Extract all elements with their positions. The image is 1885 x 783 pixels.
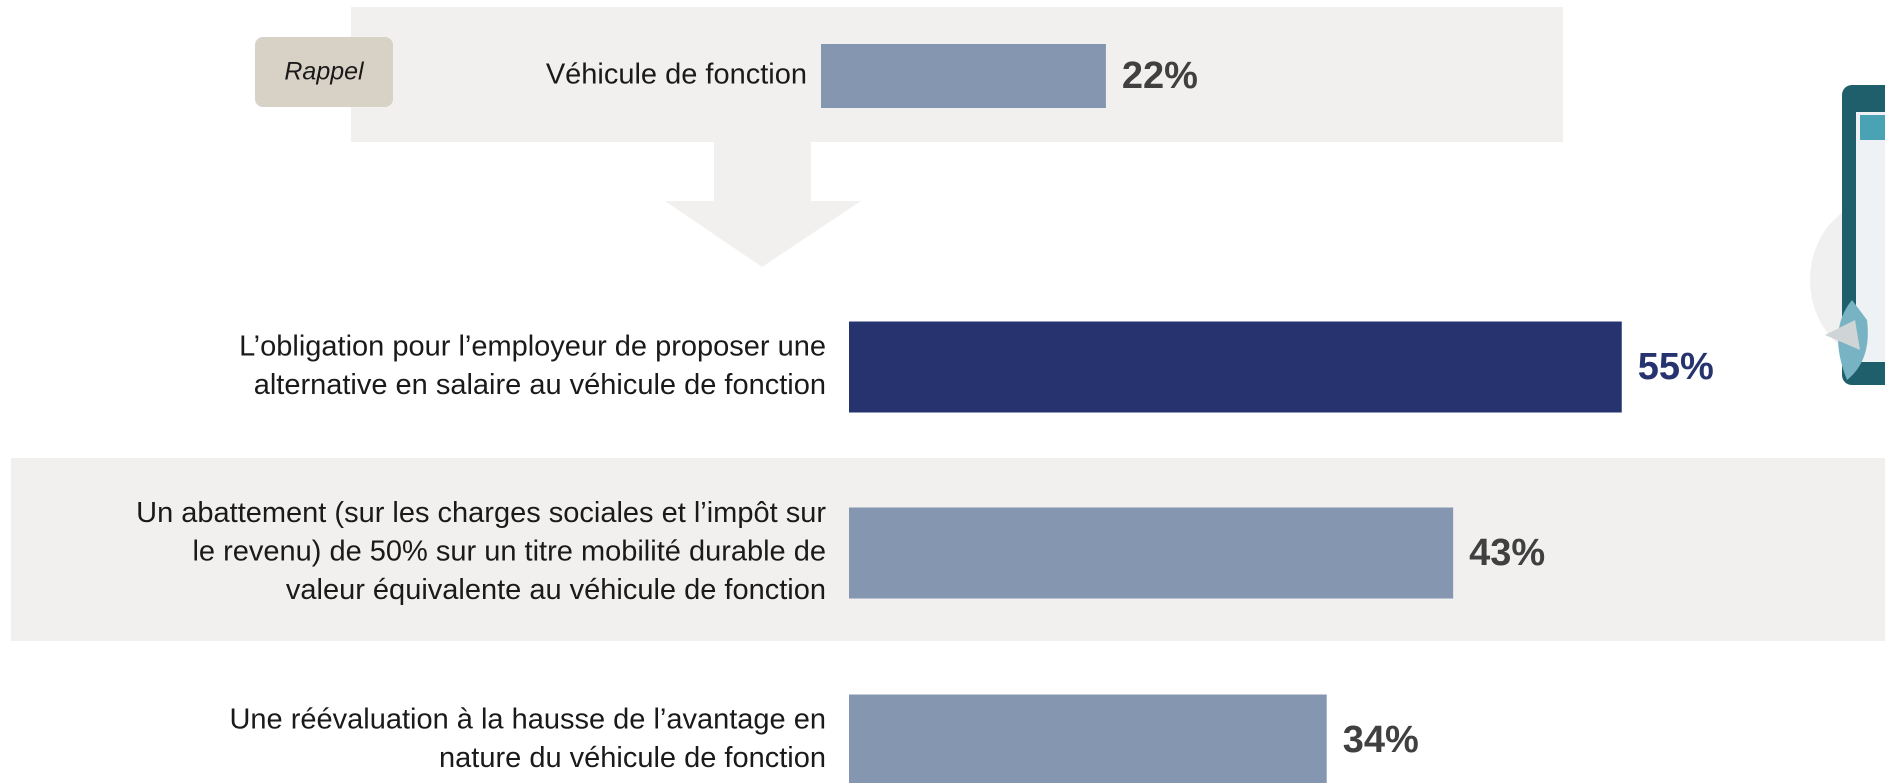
arrow: [665, 142, 861, 267]
category-label: Un abattement (sur les charges sociales …: [136, 497, 826, 529]
value-label: 55%: [1638, 346, 1714, 388]
value-label: 34%: [1343, 719, 1419, 761]
chart: Rappel Véhicule de fonction 22% L’obligati…: [0, 0, 1885, 783]
category-label: nature du véhicule de fonction: [439, 742, 826, 774]
bar: [849, 322, 1622, 413]
category-label: Une réévaluation à la hausse de l’avanta…: [229, 703, 826, 735]
category-label: alternative en salaire au véhicule de fo…: [254, 369, 826, 401]
bar: [849, 508, 1453, 599]
category-label: le revenu) de 50% sur un titre mobilité …: [192, 536, 826, 568]
category-label: Véhicule de fonction: [546, 59, 807, 91]
illustration: [1810, 85, 1885, 385]
bar: [821, 44, 1106, 108]
category-label: valeur équivalente au véhicule de foncti…: [286, 574, 826, 606]
category-label: L’obligation pour l’employeur de propose…: [239, 330, 826, 362]
bar: [849, 695, 1327, 783]
badge-label: Rappel: [284, 58, 365, 86]
value-label: 43%: [1469, 532, 1545, 574]
value-label: 22%: [1122, 55, 1198, 97]
